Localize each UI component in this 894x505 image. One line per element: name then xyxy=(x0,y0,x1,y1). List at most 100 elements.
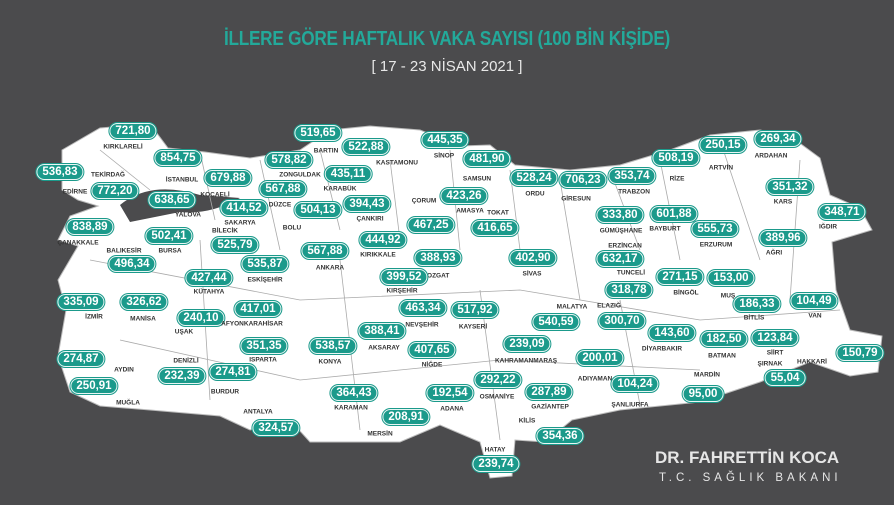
province-name: YALOVA xyxy=(174,211,202,219)
province-name: KONYA xyxy=(318,358,342,366)
province-value-badge: 414,52 xyxy=(220,200,268,216)
province-name: KİLİS xyxy=(518,417,536,425)
province-value-badge: 153,00 xyxy=(707,270,755,286)
province-value-badge: 335,09 xyxy=(57,294,105,310)
signature-position: T.C. SAĞLIK BAKANI xyxy=(659,472,842,484)
province-name: DİYARBAKIR xyxy=(641,345,683,353)
province-value-badge: 287,89 xyxy=(525,384,573,400)
province-name: MALATYA xyxy=(556,303,588,311)
province-name: NEVŞEHİR xyxy=(405,321,439,329)
province-name: KAHRAMANMARAŞ xyxy=(494,357,558,365)
province-value-badge: 519,65 xyxy=(294,125,342,141)
province-name: İSTANBUL xyxy=(165,176,199,184)
province-value-badge: 632,17 xyxy=(596,251,644,267)
province-value-badge: 104,24 xyxy=(611,376,659,392)
province-value-badge: 300,70 xyxy=(598,313,646,329)
province-name: DENİZLİ xyxy=(173,357,199,365)
province-value-badge: 333,80 xyxy=(596,207,644,223)
province-value-badge: 416,65 xyxy=(471,220,519,236)
province-value-badge: 638,65 xyxy=(148,192,196,208)
province-name: İZMİR xyxy=(85,313,103,321)
province-name: HATAY xyxy=(484,446,506,454)
province-name: KAYSERİ xyxy=(458,323,488,331)
province-name: KARAMAN xyxy=(334,404,368,412)
province-value-badge: 538,57 xyxy=(309,338,357,354)
province-value-badge: 55,04 xyxy=(764,370,806,386)
province-name: IĞDIR xyxy=(818,223,838,231)
province-name: ÇORUM xyxy=(411,197,437,205)
province-name: ORDU xyxy=(525,190,545,198)
province-name: MUĞLA xyxy=(116,399,140,407)
province-value-badge: 274,87 xyxy=(57,351,105,367)
province-value-badge: 444,92 xyxy=(359,232,407,248)
province-name: KIRIKKALE xyxy=(360,251,396,259)
province-name: BALIKESİR xyxy=(106,247,142,255)
province-value-badge: 407,65 xyxy=(408,342,456,358)
province-name: GİRESUN xyxy=(561,195,591,203)
province-name: GÜMÜŞHANE xyxy=(599,227,643,235)
province-value-badge: 706,23 xyxy=(559,172,607,188)
province-value-badge: 525,79 xyxy=(211,237,259,253)
province-name: AFYONKARAHİSAR xyxy=(221,320,283,328)
province-name: RİZE xyxy=(669,175,685,183)
province-value-badge: 271,15 xyxy=(656,269,704,285)
province-value-badge: 601,88 xyxy=(650,206,698,222)
province-value-badge: 567,88 xyxy=(301,243,349,259)
date-range: [ 17 - 23 NİSAN 2021 ] xyxy=(371,58,523,75)
province-value-badge: 504,13 xyxy=(294,202,342,218)
province-value-badge: 239,74 xyxy=(472,456,520,472)
province-value-badge: 250,91 xyxy=(70,378,118,394)
province-name: TOKAT xyxy=(487,209,509,217)
province-name: ISPARTA xyxy=(249,356,277,364)
province-value-badge: 854,75 xyxy=(154,150,202,166)
province-value-badge: 445,35 xyxy=(421,132,469,148)
province-name: SAKARYA xyxy=(224,219,256,227)
province-name: ELAZIĞ xyxy=(597,302,621,310)
province-name: KIRKLARELİ xyxy=(103,143,143,151)
province-value-badge: 555,73 xyxy=(691,221,739,237)
province-value-badge: 435,11 xyxy=(324,166,372,182)
province-name: MARDİN xyxy=(694,371,720,379)
province-name: AKSARAY xyxy=(368,344,400,352)
province-name: TUNCELİ xyxy=(616,269,646,277)
province-value-badge: 502,41 xyxy=(145,228,193,244)
province-value-badge: 326,62 xyxy=(120,294,168,310)
province-name: AMASYA xyxy=(456,207,484,215)
province-value-badge: 324,57 xyxy=(252,420,300,436)
province-name: BURDUR xyxy=(210,388,240,396)
province-name: TEKİRDAĞ xyxy=(91,171,125,179)
province-value-badge: 838,89 xyxy=(66,219,114,235)
province-name: BİTLİS xyxy=(743,314,765,322)
province-value-badge: 528,24 xyxy=(510,170,558,186)
province-value-badge: 250,15 xyxy=(699,137,747,153)
province-name: BATMAN xyxy=(708,352,736,360)
province-name: ERZURUM xyxy=(699,241,733,249)
province-name: HAKKARİ xyxy=(797,358,827,366)
province-value-badge: 389,96 xyxy=(759,230,807,246)
province-value-badge: 239,09 xyxy=(503,336,551,352)
province-name: ZONGULDAK xyxy=(279,171,321,179)
province-value-badge: 150,79 xyxy=(836,345,884,361)
province-value-badge: 394,43 xyxy=(343,196,391,212)
province-name: KARS xyxy=(773,198,793,206)
province-name: ARDAHAN xyxy=(754,152,788,160)
province-name: ERZİNCAN xyxy=(608,242,642,250)
province-value-badge: 721,80 xyxy=(109,123,157,139)
province-value-badge: 496,34 xyxy=(108,256,156,272)
province-value-badge: 182,50 xyxy=(700,331,748,347)
province-name: ANKARA xyxy=(315,264,345,272)
province-name: AYDIN xyxy=(114,366,134,374)
province-value-badge: 536,83 xyxy=(36,164,84,180)
province-value-badge: 274,81 xyxy=(209,364,257,380)
province-name: MERSİN xyxy=(367,430,393,438)
province-value-badge: 388,93 xyxy=(414,250,462,266)
province-name: UŞAK xyxy=(174,328,194,336)
province-name: KIRŞEHİR xyxy=(386,287,418,295)
province-name: BAYBURT xyxy=(649,225,681,233)
province-value-badge: 240,10 xyxy=(177,310,225,326)
province-value-badge: 540,59 xyxy=(532,314,580,330)
province-name: KASTAMONU xyxy=(376,159,418,167)
province-value-badge: 399,52 xyxy=(380,269,428,285)
province-name: SİİRT xyxy=(766,349,784,357)
province-name: TRABZON xyxy=(618,188,650,196)
